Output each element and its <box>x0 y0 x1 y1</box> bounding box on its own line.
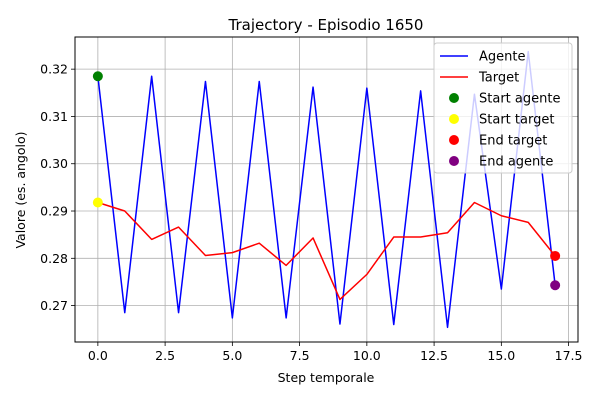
legend-label: Start target <box>479 113 554 128</box>
x-tick-label: 5.0 <box>222 348 242 363</box>
legend-label: Start agente <box>479 92 560 107</box>
legend-dot-swatch <box>449 114 459 124</box>
y-axis-ticks: 0.27 0.28 0.29 0.30 0.31 0.32 <box>40 62 75 313</box>
legend-label: End agente <box>479 155 553 170</box>
y-tick-label: 0.29 <box>40 204 68 219</box>
marker-end-target <box>550 250 561 261</box>
x-tick-label: 15.0 <box>487 348 515 363</box>
x-axis-title: Step temporale <box>278 370 375 385</box>
legend-label: Target <box>478 71 519 86</box>
y-tick-label: 0.27 <box>40 298 68 313</box>
y-tick-label: 0.32 <box>40 62 68 77</box>
plot-markers <box>92 71 561 291</box>
marker-end-agente <box>550 280 561 291</box>
legend-dot-swatch <box>449 135 459 145</box>
y-tick-label: 0.28 <box>40 251 68 266</box>
x-tick-label: 17.5 <box>555 348 583 363</box>
legend-dot-swatch <box>449 93 459 103</box>
x-tick-label: 2.5 <box>155 348 175 363</box>
legend: Agente Target Start agente Start target End … <box>433 42 573 174</box>
legend-label: End target <box>479 134 547 149</box>
x-tick-label: 10.0 <box>353 348 381 363</box>
marker-start-agente <box>92 71 103 82</box>
y-tick-label: 0.30 <box>40 156 68 171</box>
x-tick-label: 12.5 <box>420 348 448 363</box>
chart-title: Trajectory - Episodio 1650 <box>228 16 424 34</box>
x-tick-label: 0.0 <box>88 348 108 363</box>
plot-area-frame <box>74 36 579 343</box>
x-axis-ticks: 0.0 2.5 5.0 7.5 10.0 12.5 15.0 17.5 <box>88 342 583 363</box>
y-axis-title: Valore (es. angolo) <box>13 131 28 248</box>
legend-label: Agente <box>479 50 525 65</box>
series-line-target <box>97 201 556 301</box>
x-tick-label: 7.5 <box>290 348 310 363</box>
legend-box <box>433 42 573 174</box>
marker-start-target <box>92 197 103 208</box>
legend-dot-swatch <box>449 156 459 166</box>
y-tick-label: 0.31 <box>40 109 68 124</box>
